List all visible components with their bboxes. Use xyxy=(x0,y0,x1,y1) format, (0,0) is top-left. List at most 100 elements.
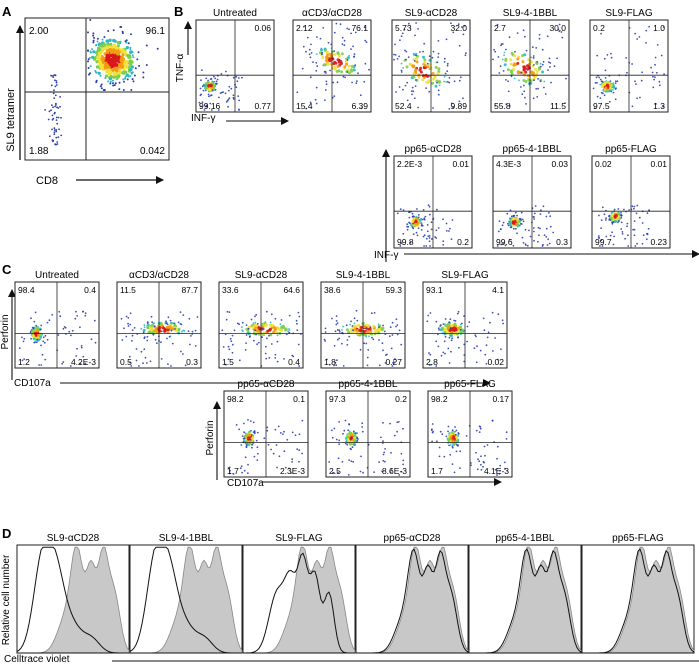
panel-c-plot-2-quadrant-bl: 0.5 xyxy=(120,357,132,367)
panel-c-plot-5-events xyxy=(426,310,504,367)
panel-b-plot-2-quadrant-br: 6.39 xyxy=(351,101,368,111)
panel-letter-c: C xyxy=(2,262,12,277)
panel-b-plot-3-events xyxy=(393,22,467,110)
panel-c-plot-6-quadrant-bl: 1.7 xyxy=(227,466,239,476)
panel-c-plot-7-quadrant-br: 8.6E-3 xyxy=(382,466,407,476)
panel-c-plot-2-quadrant-tl: 11.5 xyxy=(120,285,136,295)
panel-c-plot-4-quadrant-bl: 1.8 xyxy=(324,357,336,367)
panel-c-plot-4-events xyxy=(323,309,403,367)
panel-c-plot-2: αCD3/αCD28 11.5 87.7 0.5 0.3 xyxy=(116,270,202,369)
panel-c-plot-5-quadrant-tr: 4.1 xyxy=(492,285,504,295)
panel-c-plot-7: pp65-4-1BBL 97.3 0.2 2.5 8.6E-3 xyxy=(325,379,411,478)
panel-b-plot-2-title: αCD3/αCD28 xyxy=(302,8,362,19)
panel-b-plot-1: Untreated 0.06 99.16 0.77 xyxy=(195,8,275,113)
panel-c-plot-8-title: pp65-FLAG xyxy=(444,379,496,390)
panel-d-plot-5-title: pp65-4-1BBL xyxy=(496,533,555,544)
panel-c-plot-3-quadrant-br: 0.4 xyxy=(288,357,300,367)
panel-b-plot-6-events xyxy=(396,204,454,247)
panel-c-plot-5-quadrant-bl: 2.8 xyxy=(426,357,438,367)
panel-c-plot-6-quadrant-br: 2.3E-3 xyxy=(280,466,305,476)
panel-b-plot-1-quadrant-bl: 99.16 xyxy=(199,101,221,111)
panel-c-plot-2-quadrant-tr: 87.7 xyxy=(181,285,198,295)
panel-a-y-axis-label: SL9 tetramer xyxy=(5,88,17,152)
panel-c-plot-4-quadrant-tr: 59.3 xyxy=(385,285,402,295)
panel-c-x-axis-label: CD107a xyxy=(14,378,51,389)
panel-b-plot-3: SL9-αCD28 5.73 32.0 52.4 9.89 xyxy=(391,8,471,113)
panel-d-plot-6-title: pp65-FLAG xyxy=(612,533,664,544)
panel-d-plot-5: pp65-4-1BBL xyxy=(468,533,582,654)
panel-b-plot-7: pp65-4-1BBL 4.3E-3 0.03 99.6 0.3 xyxy=(492,144,572,249)
panel-a-events xyxy=(44,19,159,146)
panel-c-plot-3-quadrant-bl: 1.5 xyxy=(222,357,234,367)
panel-b-plot-6-quadrant-bl: 99.8 xyxy=(397,237,414,247)
panel-b-plot-3-quadrant-tl: 5.73 xyxy=(395,23,412,33)
panel-b-plot-8-quadrant-br: 0.23 xyxy=(650,237,667,247)
panel-b-plot-2-quadrant-bl: 15.4 xyxy=(296,101,313,111)
panel-d-plot-4-title: pp65-αCD28 xyxy=(384,533,441,544)
panel-b-plot-7-quadrant-bl: 99.6 xyxy=(496,237,513,247)
panel-letter-b: B xyxy=(174,4,183,19)
panel-c-plot-1-title: Untreated xyxy=(35,270,79,281)
panel-b-plot-7-quadrant-tl: 4.3E-3 xyxy=(496,159,521,169)
panel-b-plot-2: αCD3/αCD28 2.12 76.1 15.4 6.39 xyxy=(292,8,372,113)
panel-b-plot-3-quadrant-tr: 32.0 xyxy=(450,23,467,33)
panel-b-plot-1-events xyxy=(198,69,243,111)
panel-b-y-axis-label: TNF-α xyxy=(175,54,186,83)
panel-c-plot-7-title: pp65-4-1BBL xyxy=(339,379,398,390)
panel-b-plot-4-quadrant-tl: 2.7 xyxy=(494,23,506,33)
panel-b-plot-4-quadrant-br: 11.5 xyxy=(550,101,566,111)
panel-c-plot-7-quadrant-bl: 2.5 xyxy=(329,466,341,476)
panel-c-plot-1-quadrant-br: 4.2E-3 xyxy=(71,357,96,367)
panel-c-plot-3-quadrant-tr: 64.6 xyxy=(283,285,300,295)
panel-d-plot-1-sample-histogram xyxy=(16,546,129,654)
panel-c-plot-5-quadrant-br: 0.02 xyxy=(487,357,504,367)
panel-c-plot-8-events xyxy=(430,419,508,476)
panel-c-plot-7-quadrant-tr: 0.2 xyxy=(395,394,407,404)
panel-c-plot-2-title: αCD3/αCD28 xyxy=(129,270,189,281)
panel-c-plot-1-quadrant-bl: 1.2 xyxy=(18,357,30,367)
panel-d-plot-2-title: SL9-4-1BBL xyxy=(159,533,214,544)
panel-d-plot-5-sample-histogram xyxy=(469,548,582,654)
panel-c-plot-4-quadrant-tl: 38.6 xyxy=(324,285,341,295)
panel-b-plot-3-quadrant-br: 9.89 xyxy=(450,101,467,111)
panel-b-plot-8-events xyxy=(597,204,651,247)
panel-b-plot-7-title: pp65-4-1BBL xyxy=(503,144,562,155)
panel-b-plot-5-quadrant-tr: 1.0 xyxy=(653,23,665,33)
panel-d: Relative cell number SL9-αCD28 SL9-4-1BBL… xyxy=(1,533,699,665)
panel-letter-a: A xyxy=(2,4,12,19)
panel-d-plot-3-title: SL9-FLAG xyxy=(275,533,322,544)
panel-c-plot-3-events xyxy=(221,310,302,367)
panel-b-plot-8: pp65-FLAG 0.02 0.01 99.7 0.23 xyxy=(591,144,671,249)
panel-c-plot-8: pp65-FLAG 98.2 0.17 1.7 4.1E-3 xyxy=(427,379,513,478)
panel-c-plot-5-quadrant-tl: 93.1 xyxy=(426,285,443,295)
panel-b-plot-6-title: pp65-αCD28 xyxy=(405,144,462,155)
panel-c-plot-3-title: SL9-αCD28 xyxy=(235,270,288,281)
panel-a-quadrant-bl: 1.88 xyxy=(29,146,49,157)
panel-d-plot-3-sample-histogram xyxy=(243,552,355,654)
panel-d-y-axis-label: Relative cell number xyxy=(1,554,12,645)
panel-b-lower-x-axis-label: INF-γ xyxy=(374,250,398,261)
panel-c-y-axis-label: Perforin xyxy=(0,314,11,349)
panel-c-lower-x-axis-label: CD107a xyxy=(227,478,264,489)
panel-b-plot-6: pp65-αCD28 2.2E-3 0.01 99.8 0.2 xyxy=(393,144,473,249)
panel-c: Perforin CD107a Perforin CD107a Untreate… xyxy=(0,270,513,489)
panel-b-x-axis-label: INF-γ xyxy=(191,113,215,124)
panel-d-plot-2-sample-histogram xyxy=(129,546,242,654)
panel-d-x-axis-label: Celltrace violet xyxy=(4,654,70,665)
panel-b-plot-1-quadrant-tr: 0.06 xyxy=(254,23,271,33)
panel-b-plot-6-quadrant-tr: 0.01 xyxy=(452,159,469,169)
panel-b-plot-6-quadrant-br: 0.2 xyxy=(457,237,469,247)
panel-c-plot-6-quadrant-tl: 98.2 xyxy=(227,394,244,404)
panel-b-plot-2-quadrant-tr: 76.1 xyxy=(351,23,368,33)
panel-c-plot-2-quadrant-br: 0.3 xyxy=(186,357,198,367)
panel-a-quadrant-tr: 96.1 xyxy=(146,26,166,37)
panel-c-plot-8-quadrant-tr: 0.17 xyxy=(492,394,509,404)
panel-b-plot-7-events xyxy=(496,205,555,247)
panel-b-plot-8-quadrant-tl: 0.02 xyxy=(595,159,612,169)
panel-d-plot-6: pp65-FLAG xyxy=(581,533,695,654)
panel-a-quadrant-tl: 2.00 xyxy=(29,26,49,37)
panel-c-plot-8-quadrant-br: 4.1E-3 xyxy=(484,466,509,476)
panel-d-plot-4-sample-histogram xyxy=(356,548,469,654)
